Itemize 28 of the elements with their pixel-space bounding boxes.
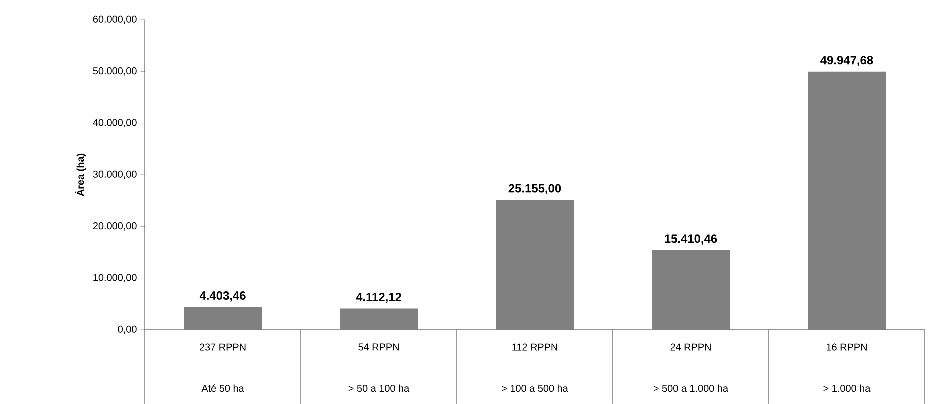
data-label: 4.112,12 <box>356 292 402 304</box>
y-tick-label: 50.000,00 <box>93 67 137 76</box>
x-tick-label: 16 RPPN <box>826 344 867 351</box>
text: > 1.000 ha <box>824 384 871 392</box>
data-label: 49.947,68 <box>820 56 874 66</box>
x-tick-label: 54 RPPN <box>358 344 399 351</box>
y-tick-label: 0,00 <box>118 326 137 334</box>
y-tick-label: 40.000,00 <box>93 119 137 128</box>
y-axis-title: Área (ha) <box>75 154 86 196</box>
text: > 500 a 1.000 ha <box>654 384 729 392</box>
text: > 50 a 100 ha <box>348 384 410 392</box>
bar <box>184 307 262 330</box>
y-tick-label: 10.000,00 <box>94 274 137 282</box>
data-label: 4.403,46 <box>200 291 246 302</box>
bar <box>652 250 730 330</box>
bar <box>808 72 886 330</box>
y-tick-label: 60.000,00 <box>93 16 137 24</box>
x-tick-label: 237 RPPN <box>200 344 246 351</box>
data-label: 25.155,00 <box>508 184 562 194</box>
text: Até 50 ha <box>202 384 244 392</box>
x-tick-label: 112 RPPN <box>512 344 558 351</box>
y-tick-label: 20.000,00 <box>93 222 137 231</box>
y-tick-label: 30.000,00 <box>93 170 137 180</box>
bar <box>340 308 418 330</box>
x-tick-label: 24 RPPN <box>670 344 711 351</box>
data-label: 15.410,46 <box>665 234 718 245</box>
bar <box>496 200 574 330</box>
text: > 100 a 500 ha <box>502 384 568 392</box>
